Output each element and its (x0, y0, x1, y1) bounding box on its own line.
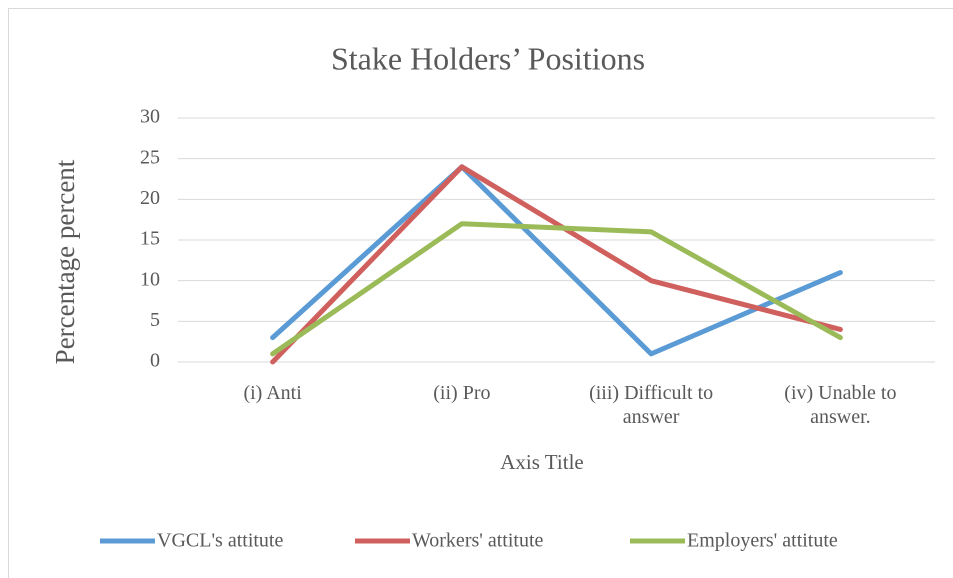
chart-title: Stake Holders’ Positions (331, 40, 645, 76)
y-tick-label: 20 (140, 187, 160, 209)
y-axis-title: Percentage percent (50, 159, 80, 364)
legend-label: Workers' attitute (412, 530, 544, 552)
series-line (270, 164, 843, 365)
y-tick-label: 30 (140, 106, 160, 128)
y-tick-label: 10 (140, 268, 160, 290)
x-tick-label: (iv) Unable to answer. (784, 382, 897, 428)
y-tick-label: 15 (140, 228, 160, 250)
series-line (270, 164, 843, 357)
legend-label: Employers' attitute (687, 530, 838, 552)
series-line (270, 221, 843, 357)
x-tick-label: (ii) Pro (433, 382, 491, 404)
y-tick-label: 25 (140, 146, 160, 168)
chart-frame (8, 8, 953, 578)
y-tick-label: 0 (150, 350, 160, 372)
x-axis-title: Axis Title (500, 450, 583, 474)
x-tick-label: (i) Anti (243, 382, 302, 404)
y-tick-label: 5 (150, 309, 160, 331)
x-tick-label: (iii) Difficult to answer (589, 382, 714, 428)
legend-label: VGCL's attitute (157, 530, 283, 552)
